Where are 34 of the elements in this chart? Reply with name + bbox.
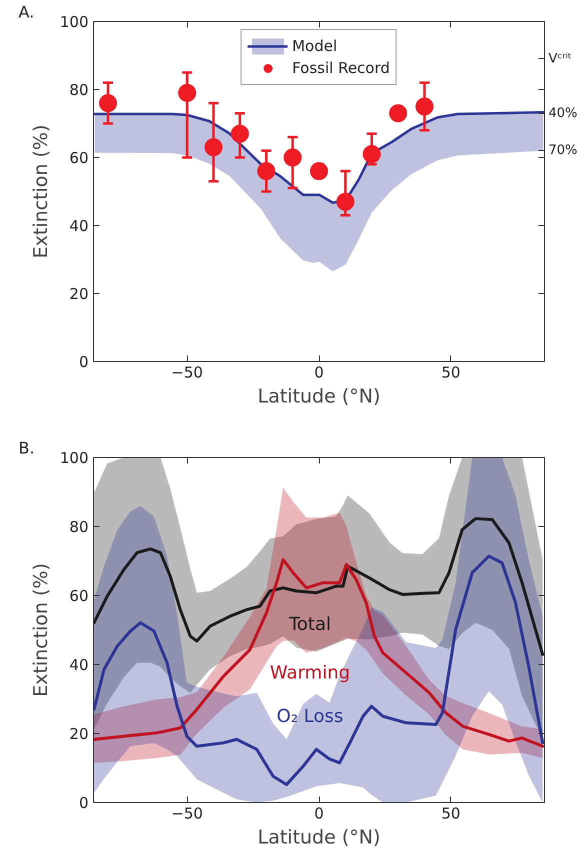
legend-label: Fossil Record bbox=[292, 59, 390, 77]
x-tick-label: 0 bbox=[314, 804, 324, 822]
y-tick-label: 40 bbox=[69, 656, 89, 674]
line-series bbox=[94, 554, 544, 786]
y-tick-label: 60 bbox=[69, 149, 89, 167]
x-axis-title: Latitude (°N) bbox=[258, 826, 380, 848]
y-tick-label: 20 bbox=[69, 725, 89, 743]
x-tick-label: −50 bbox=[171, 364, 203, 382]
chart-title: A. bbox=[18, 2, 34, 22]
x-tick-label: 50 bbox=[441, 364, 460, 382]
annotation: O₂ Loss bbox=[276, 706, 344, 727]
legend-label: Model bbox=[292, 37, 338, 55]
text: Vᶜʳⁱᵗ bbox=[548, 51, 572, 66]
annotation: 40% bbox=[548, 106, 578, 121]
y-tick-label: 80 bbox=[69, 518, 89, 536]
line-series bbox=[94, 558, 544, 748]
y-axis-title: Extinction (%) bbox=[30, 124, 52, 258]
chart-title: B. bbox=[18, 438, 35, 458]
x-tick-label: 50 bbox=[441, 804, 460, 822]
y-tick-label: 40 bbox=[69, 217, 89, 235]
x-axis-title: Latitude (°N) bbox=[258, 386, 380, 408]
annotation: Warming bbox=[270, 662, 350, 684]
x-tick-label: 0 bbox=[314, 364, 324, 382]
y-tick-label: 20 bbox=[69, 285, 89, 303]
y-axis-title: Extinction (%) bbox=[30, 563, 52, 697]
x-tick-label: −50 bbox=[171, 804, 203, 822]
y-tick-label: 80 bbox=[69, 81, 89, 99]
y-tick-label: 100 bbox=[60, 13, 89, 31]
annotation: Total bbox=[288, 614, 332, 635]
line-series bbox=[94, 517, 544, 656]
y-tick-label: 60 bbox=[69, 587, 89, 605]
point bbox=[389, 104, 408, 122]
y-tick-label: 100 bbox=[60, 449, 89, 467]
annotation: 70% bbox=[548, 143, 578, 158]
